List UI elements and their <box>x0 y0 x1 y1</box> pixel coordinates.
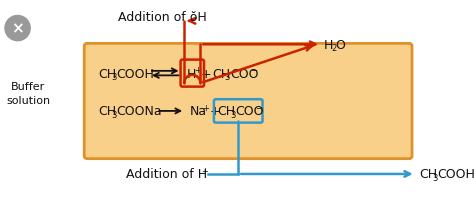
Text: Addition of ŏH: Addition of ŏH <box>118 11 207 24</box>
Text: COONa: COONa <box>117 105 162 118</box>
Text: +: + <box>201 67 216 80</box>
Text: CH: CH <box>218 105 236 118</box>
Text: COOH: COOH <box>437 168 474 181</box>
Text: 3: 3 <box>225 72 230 81</box>
Text: H: H <box>324 39 333 52</box>
Text: 3: 3 <box>230 110 236 119</box>
Text: ×: × <box>11 21 24 36</box>
FancyBboxPatch shape <box>84 44 412 159</box>
Circle shape <box>5 16 30 41</box>
Text: COO: COO <box>236 105 264 118</box>
Text: 2: 2 <box>331 44 336 53</box>
Text: H: H <box>187 67 196 80</box>
Text: Addition of H: Addition of H <box>126 168 207 181</box>
Text: +: + <box>194 66 201 75</box>
Text: COO: COO <box>230 67 259 80</box>
Text: COOH: COOH <box>117 67 155 80</box>
Text: 3: 3 <box>111 72 117 81</box>
Text: Buffer
solution: Buffer solution <box>6 82 50 105</box>
Text: +: + <box>210 105 220 118</box>
Text: +: + <box>202 103 209 112</box>
Text: 3: 3 <box>432 173 437 182</box>
Text: Na: Na <box>190 105 207 118</box>
Text: 3: 3 <box>111 110 117 119</box>
Text: −: − <box>255 103 262 112</box>
Text: O: O <box>336 39 346 52</box>
Text: CH: CH <box>99 105 117 118</box>
Text: +: + <box>201 166 208 175</box>
Text: CH: CH <box>212 67 230 80</box>
Text: −: − <box>250 66 257 75</box>
Text: CH: CH <box>419 168 438 181</box>
Text: CH: CH <box>99 67 117 80</box>
